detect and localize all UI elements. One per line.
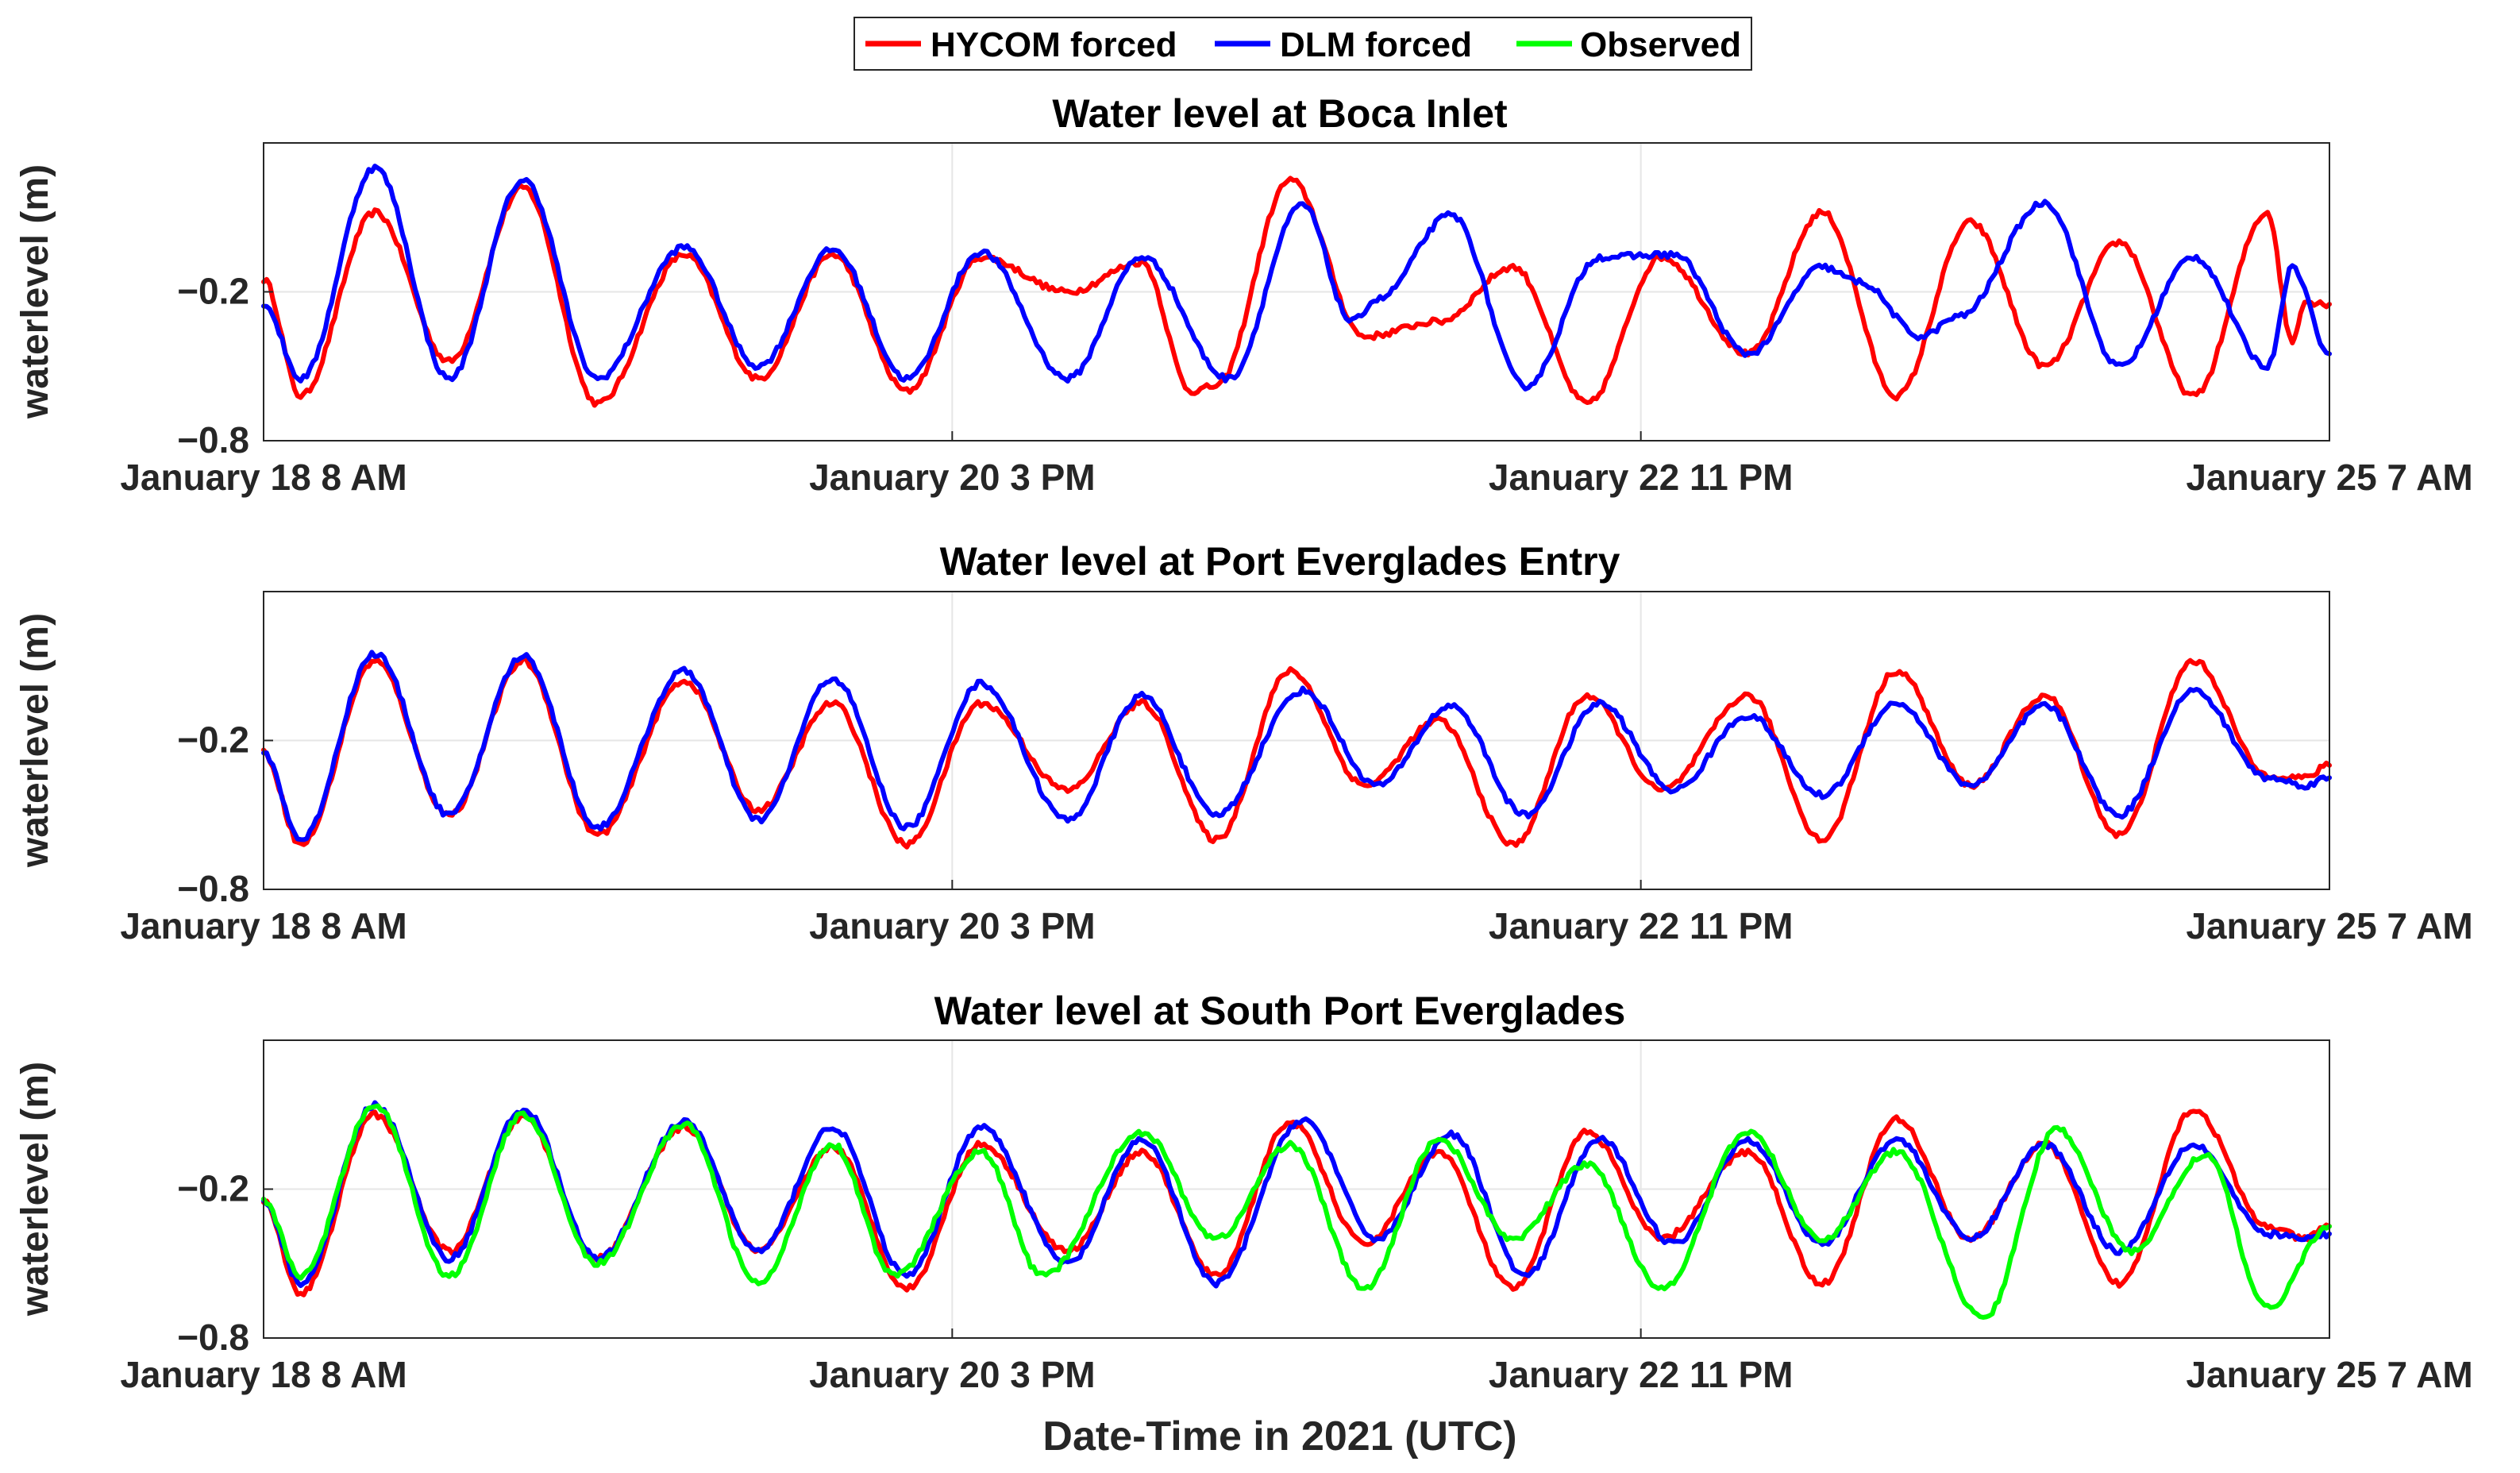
- legend-label-hycom: HYCOM forced: [931, 25, 1177, 64]
- y-axis-label: waterlevel (m): [14, 613, 56, 868]
- y-tick-label: −0.2: [177, 719, 249, 761]
- x-ticks: January 18 8 AM January 20 3 PM January 22…: [120, 880, 2473, 947]
- x-tick-label: January 22 11 PM: [1489, 1354, 1794, 1395]
- series-line-dlm-forced: [261, 650, 2332, 843]
- panel-title: Water level at South Port Everglades: [934, 989, 1626, 1033]
- series-lines: [261, 1100, 2332, 1320]
- y-axis-label: waterlevel (m): [14, 164, 56, 419]
- panel-port-everglades-entry: Water level at Port Everglades Entry −0.…: [14, 539, 2473, 947]
- x-tick-label: January 22 11 PM: [1489, 457, 1794, 498]
- series-line-dlm-forced: [261, 164, 2332, 391]
- panel-title: Water level at Boca Inlet: [1052, 91, 1508, 136]
- series-line-hycom-forced: [261, 1109, 2332, 1298]
- series-line-observed: [261, 1103, 2332, 1320]
- series-line-hycom-forced: [261, 175, 2332, 408]
- grid-lines: [264, 143, 2329, 442]
- x-tick-label: January 25 7 AM: [2186, 905, 2472, 947]
- y-tick-label: −0.8: [177, 1317, 249, 1358]
- grid-lines: [264, 1040, 2329, 1339]
- x-ticks: January 18 8 AM January 20 3 PM January 22…: [120, 1328, 2473, 1395]
- y-axis-label: waterlevel (m): [14, 1062, 56, 1317]
- grid-lines: [264, 592, 2329, 890]
- x-tick-label: January 22 11 PM: [1489, 905, 1794, 947]
- x-axis-label: Date-Time in 2021 (UTC): [1042, 1413, 1516, 1460]
- panel-south-port-everglades: Water level at South Port Everglades −0.…: [14, 989, 2473, 1460]
- series-line-dlm-forced: [261, 1100, 2332, 1289]
- series-lines: [261, 164, 2332, 408]
- legend-box: [853, 17, 1752, 71]
- x-tick-label: January 20 3 PM: [809, 1354, 1096, 1395]
- legend: HYCOM forced DLM forced Observed: [853, 17, 1752, 71]
- series-line-hycom-forced: [261, 655, 2332, 850]
- y-ticks: −0.2 −0.8: [177, 719, 273, 909]
- x-tick-label: January 25 7 AM: [2186, 457, 2472, 498]
- x-tick-label: January 25 7 AM: [2186, 1354, 2472, 1395]
- legend-label-observed: Observed: [1580, 25, 1741, 64]
- x-tick-label: January 18 8 AM: [120, 457, 407, 498]
- y-tick-label: −0.2: [177, 1168, 249, 1209]
- x-tick-label: January 18 8 AM: [120, 905, 407, 947]
- x-ticks: January 18 8 AM January 20 3 PM January 22…: [120, 431, 2473, 498]
- y-ticks: −0.2 −0.8: [177, 1168, 273, 1358]
- series-lines: [261, 650, 2332, 850]
- y-tick-label: −0.8: [177, 419, 249, 461]
- panel-title: Water level at Port Everglades Entry: [940, 539, 1620, 584]
- x-tick-label: January 20 3 PM: [809, 457, 1096, 498]
- y-tick-label: −0.2: [177, 271, 249, 312]
- y-ticks: −0.2 −0.8: [177, 271, 273, 461]
- panel-boca-inlet: Water level at Boca Inlet −0.2 −0.8 Janua…: [14, 91, 2473, 498]
- x-tick-label: January 18 8 AM: [120, 1354, 407, 1395]
- legend-label-dlm: DLM forced: [1280, 25, 1472, 64]
- y-tick-label: −0.8: [177, 868, 249, 909]
- x-tick-label: January 20 3 PM: [809, 905, 1096, 947]
